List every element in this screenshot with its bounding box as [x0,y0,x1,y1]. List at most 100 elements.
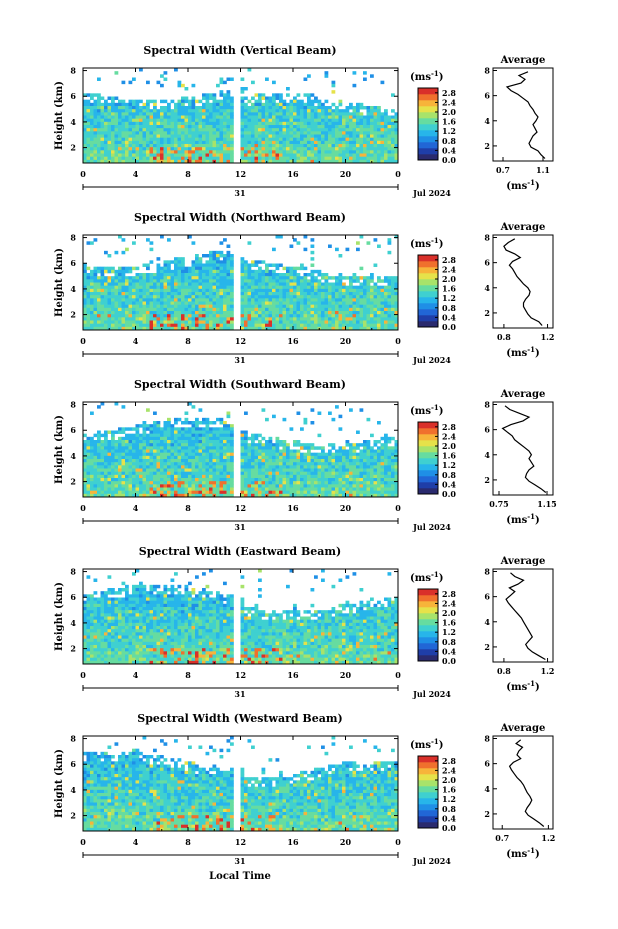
heatmap-cell [324,285,329,290]
heatmap-cell [181,298,185,302]
heatmap-cell [321,156,325,161]
heatmap-cell [125,134,129,138]
heatmap-cell [289,134,294,138]
heatmap-cell [349,159,353,164]
heatmap-cell [181,140,185,145]
heatmap-cell [387,137,392,142]
heatmap-cell [272,301,276,305]
heatmap-cell [244,276,248,280]
heatmap-cell [156,257,161,261]
heatmap-cell [293,266,297,271]
heatmap-cell [265,77,269,81]
heatmap-cell [142,484,147,488]
heatmap-cell [226,273,231,277]
heatmap-cell [153,109,157,113]
heatmap-cell [100,314,105,318]
heatmap-cell [216,128,220,132]
heatmap-cell [125,156,129,161]
heatmap-cell [244,493,248,498]
heatmap-cell [384,144,388,148]
heatmap-cell [121,276,126,280]
heatmap-cell [149,484,154,488]
heatmap-cell [104,109,108,113]
heatmap-cell [391,125,395,129]
heatmap-cell [244,118,248,123]
heatmap-cell [279,452,283,457]
heatmap-cell [167,417,171,422]
heatmap-cell [83,156,87,161]
heatmap-cell [331,320,336,324]
heatmap-cell [170,317,175,321]
heatmap-cell [300,134,304,138]
heatmap-cell [275,304,280,309]
heatmap-cell [251,478,255,482]
heatmap-cell [167,424,171,428]
heatmap-cell [387,307,392,312]
heatmap-cell [265,266,269,271]
heatmap-cell [212,106,217,110]
heatmap-cell [303,118,308,123]
heatmap-cell [268,156,273,161]
heatmap-cell [128,326,133,331]
heatmap-cell [251,106,255,110]
heatmap-cell [170,323,175,328]
heatmap-cell [97,490,101,495]
heatmap-cell [370,307,374,312]
heatmap-cell [160,140,164,145]
heatmap-cell [254,153,259,157]
heatmap-cell [247,276,252,280]
heatmap-cell [387,238,392,242]
heatmap-cell [205,471,210,476]
heatmap-cell [93,462,98,466]
heatmap-cell [149,131,154,135]
heatmap-cell [275,273,280,277]
heatmap-cell [251,449,255,453]
colorbar-unit-text: (ms [410,239,431,250]
heatmap-cell [310,273,315,277]
heatmap-cell [387,134,392,138]
heatmap-cell [373,263,378,267]
heatmap-cell [209,440,213,444]
heatmap-cell [146,140,150,145]
heatmap-cell [286,282,290,286]
heatmap-cell [296,241,301,245]
heatmap-cell [90,128,94,132]
heatmap-cell [261,323,266,328]
heatmap-cell [135,304,140,309]
heatmap-cell [170,137,175,142]
heatmap-cell [160,150,164,154]
heatmap-cell [174,452,178,457]
heatmap-cell [191,433,196,438]
heatmap-cell [342,292,346,296]
heatmap-cell [331,150,336,154]
heatmap-cell [380,140,385,145]
heatmap-cell [391,144,395,148]
heatmap-cell [93,140,98,145]
heatmap-cell [216,487,220,491]
heatmap-cell [128,440,133,444]
heatmap-cell [118,471,122,476]
heatmap-cell [286,465,290,469]
heatmap-cell [349,317,353,321]
heatmap-cell [254,292,259,296]
heatmap-cell [275,301,280,305]
heatmap-cell [219,156,224,161]
colorbar-swatch [418,309,438,316]
heatmap-cell [146,292,150,296]
heatmap-cell [107,292,112,296]
heatmap-cell [317,147,322,151]
heatmap-cell [261,125,266,129]
heatmap-cell [216,430,220,434]
heatmap-cell [93,317,98,321]
heatmap-cell [317,282,322,286]
heatmap-cell [125,137,129,142]
heatmap-cell [184,411,189,415]
heatmap-cell [156,427,161,431]
heatmap-cell [128,131,133,135]
heatmap-cell [114,292,119,296]
heatmap-cell [132,134,136,138]
heatmap-cell [272,484,276,488]
heatmap-cell [121,273,126,277]
heatmap-cell [170,487,175,491]
heatmap-cell [111,298,115,302]
